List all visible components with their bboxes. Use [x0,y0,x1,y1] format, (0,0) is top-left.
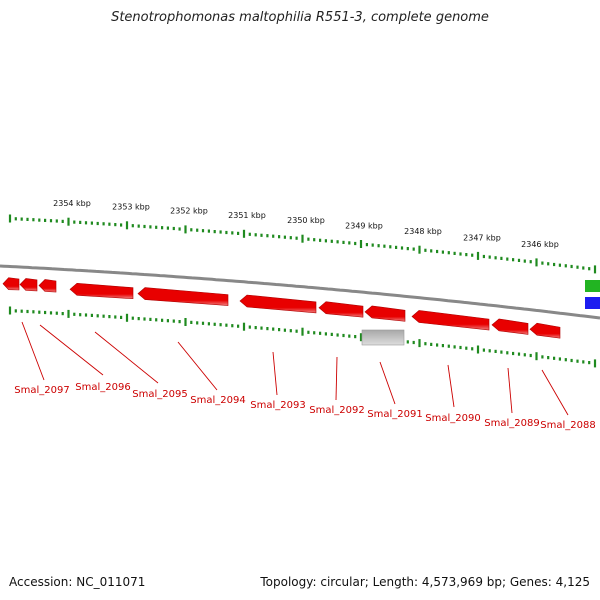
scale-label: 2351 kbp [228,211,266,220]
gene-label: Smal_2090 [425,413,480,424]
accession-text: Accession: NC_011071 [9,575,146,589]
gene-leader-line [21,321,45,381]
scale-label: 2353 kbp [112,203,150,212]
gene-arrow [411,310,490,331]
gene-leader-line [39,324,104,376]
gene-label: Smal_2089 [484,418,539,429]
gene-arrow [19,278,38,292]
gene-leader-line [447,364,455,408]
edge-feature-green [585,280,600,292]
gene-leader-line [507,367,513,414]
feature-track [2,277,600,346]
gene-label: Smal_2097 [14,385,69,396]
gene-arrow [318,301,364,318]
backbone-line [0,264,600,320]
scale-label: 2349 kbp [345,221,383,230]
scale-label: 2352 kbp [170,207,208,216]
gene-label: Smal_2094 [190,395,245,406]
gene-arrow [239,294,317,314]
gene-leader-line [177,341,218,391]
gene-leader-line [379,361,396,405]
gene-arrow [364,305,406,322]
gene-leader-line [541,369,569,416]
scale-label: 2347 kbp [463,233,501,242]
gene-leader-line [272,351,278,396]
outer-tick-ring [8,214,597,274]
gene-arrow [38,279,57,293]
gene-label: Smal_2096 [75,382,130,393]
gene-label: Smal_2095 [132,389,187,400]
gene-label: Smal_2091 [367,409,422,420]
gene-leader-line [335,356,338,401]
gene-label: Smal_2088 [540,420,595,431]
gene-leader-line [94,331,159,384]
gene-arrow [137,287,229,306]
edge-feature-blue [585,297,600,309]
gene-arrow [2,277,20,291]
gene-label: Smal_2092 [309,405,364,416]
other-feature [361,329,405,346]
scale-label: 2354 kbp [53,199,91,208]
map-title: Stenotrophomonas maltophilia R551-3, com… [111,10,489,25]
genome-backbone [0,264,600,320]
scale-label: 2350 kbp [287,216,325,225]
genome-summary-text: Topology: circular; Length: 4,573,969 bp… [260,575,590,589]
gene-arrow [529,322,561,339]
scale-labels: 2354 kbp 2353 kbp 2352 kbp 2351 kbp 2350 kbp… [53,199,559,249]
scale-label: 2346 kbp [521,240,559,249]
inner-tick-ring [8,306,597,368]
gene-arrow [69,282,134,300]
gene-label: Smal_2093 [250,400,305,411]
gene-arrow [491,318,529,335]
scale-label: 2348 kbp [404,227,442,236]
